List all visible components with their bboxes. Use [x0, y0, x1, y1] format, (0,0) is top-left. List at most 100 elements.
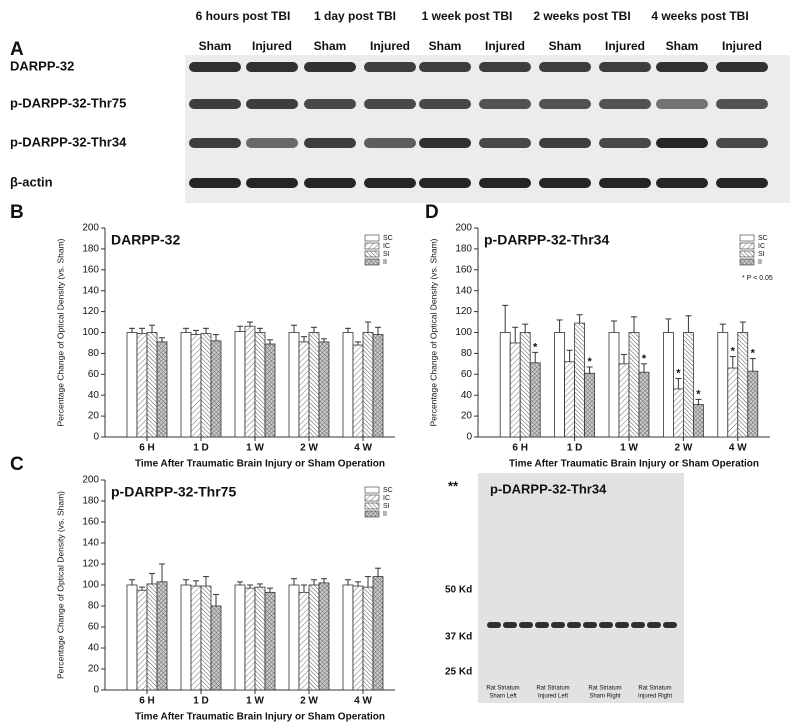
bar: [737, 332, 749, 438]
timepoint-header: 6 hours post TBI: [196, 9, 291, 23]
row-label: β-actin: [10, 174, 53, 189]
bar: [264, 343, 276, 438]
y-tick-label: 160: [82, 264, 99, 275]
error-bar: [257, 327, 263, 333]
error-bar: [213, 593, 219, 606]
group-label: Sham: [666, 39, 699, 53]
error-bar: [749, 358, 756, 372]
x-axis-label: Time After Traumatic Brain Injury or Sha…: [135, 459, 385, 470]
bar: [234, 584, 246, 691]
x-axis-label: Time After Traumatic Brain Injury or Sha…: [135, 712, 385, 723]
legend-swatch: [364, 502, 380, 510]
legend-swatch: [364, 510, 380, 518]
bar: [352, 585, 364, 691]
bar: [529, 362, 541, 438]
blot-band: [656, 62, 708, 72]
error-bar: [586, 366, 593, 374]
blot-band: [364, 138, 416, 148]
error-bar: [665, 318, 672, 333]
bar: [628, 332, 640, 438]
error-bar: [183, 579, 189, 585]
bar: [288, 584, 300, 691]
x-tick-label: 6 H: [139, 443, 155, 454]
size-marker: 37 Kd: [445, 632, 472, 643]
legend-swatch: [739, 242, 755, 250]
error-bar: [576, 314, 583, 324]
blot-band: [419, 138, 471, 148]
y-tick-label: 160: [455, 264, 472, 275]
x-tick-label: 4 W: [354, 443, 372, 454]
y-tick-label: 0: [93, 685, 99, 696]
blot-band: [716, 138, 768, 148]
bar: [254, 332, 266, 438]
x-tick-label: 1 D: [567, 443, 583, 454]
blot-band: [246, 62, 298, 72]
y-tick-label: 80: [88, 348, 100, 359]
error-bar: [247, 584, 253, 589]
error-bar: [641, 363, 647, 373]
group-label: Sham: [314, 39, 347, 53]
blot-band: [599, 178, 651, 188]
x-tick-label: 2 W: [300, 443, 318, 454]
bar: [608, 332, 620, 438]
error-bar: [566, 349, 573, 362]
bar: [200, 333, 212, 438]
blot-band: [419, 178, 471, 188]
bar: [574, 322, 585, 438]
significance-marker: *: [751, 348, 756, 360]
blot-band: [479, 99, 531, 109]
chart-title: DARPP-32: [111, 232, 180, 248]
significance-marker: *: [731, 345, 736, 357]
error-bar: [149, 572, 155, 584]
bar: [244, 587, 256, 691]
blot-band: [656, 178, 708, 188]
blot-band: [599, 62, 651, 72]
bar: [180, 584, 192, 691]
error-bar: [685, 315, 692, 333]
error-bar: [159, 337, 165, 342]
bar: [200, 585, 212, 691]
y-tick-label: 160: [82, 517, 99, 528]
error-bar: [203, 576, 209, 587]
row-label: p-DARPP-32-Thr34: [10, 134, 127, 149]
blot-band: [479, 138, 531, 148]
error-bar: [183, 327, 189, 333]
legend-swatch: [364, 250, 380, 258]
y-tick-label: 20: [461, 411, 473, 422]
blot-band: [479, 62, 531, 72]
blot-band: [551, 622, 565, 628]
y-tick-label: 0: [93, 432, 99, 443]
bar: [362, 332, 374, 438]
y-tick-label: 0: [466, 432, 472, 443]
error-bar: [355, 341, 361, 346]
blot-band: [364, 178, 416, 188]
bar: [190, 334, 202, 438]
y-tick-label: 140: [455, 285, 472, 296]
panel-label: A: [10, 39, 24, 60]
y-tick-label: 120: [455, 306, 472, 317]
significance-marker: *: [587, 356, 592, 368]
bar: [190, 585, 202, 691]
blot-band: [631, 622, 645, 628]
group-label: Injured: [370, 39, 410, 53]
error-bar: [375, 567, 381, 577]
bar: [727, 367, 739, 438]
legend-label: SI: [758, 251, 765, 258]
bar: [509, 342, 521, 438]
group-label: Sham: [429, 39, 462, 53]
blot-band: [539, 99, 591, 109]
blot-band: [716, 99, 768, 109]
bar: [126, 584, 138, 691]
bar: [638, 371, 650, 438]
error-bar: [213, 334, 219, 341]
legend-label: SI: [383, 503, 390, 510]
y-tick-label: 140: [82, 285, 99, 296]
y-tick-label: 60: [88, 369, 100, 380]
panel-label: **: [448, 478, 459, 493]
x-tick-label: 2 W: [675, 443, 693, 454]
legend-swatch: [739, 258, 755, 266]
legend-label: SC: [758, 235, 768, 242]
bar: [564, 361, 575, 438]
blot-band: [189, 138, 241, 148]
bar: [308, 584, 320, 691]
